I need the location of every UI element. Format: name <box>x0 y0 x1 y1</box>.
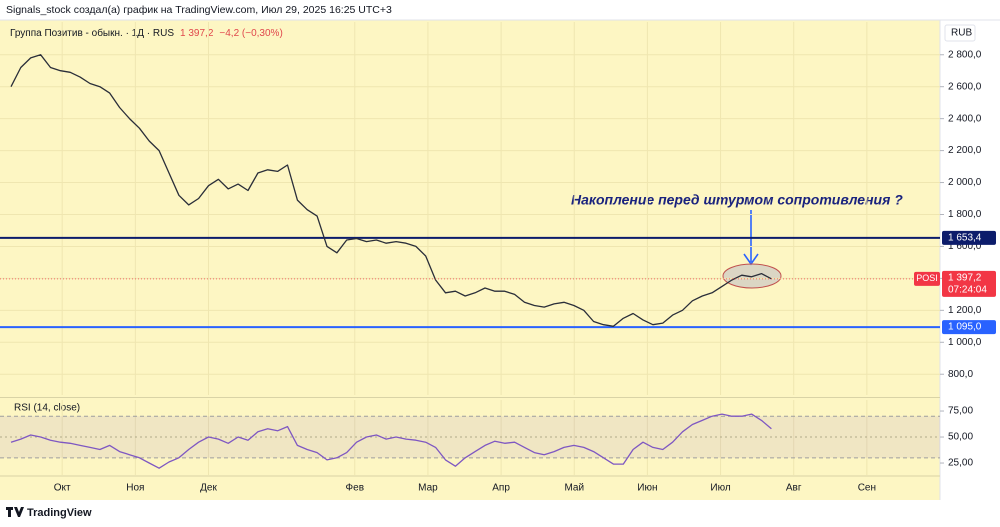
y-tick-label: 800,0 <box>948 369 973 380</box>
legend: Группа Позитив - обыкн. · 1Д · RUS 1 397,… <box>10 27 283 39</box>
level-label-box <box>942 230 996 245</box>
y-tick-label: 1 800,0 <box>948 209 982 220</box>
y-tick-label: 50,00 <box>948 432 973 443</box>
y-tick-label: 1 600,0 <box>948 241 982 252</box>
rsi-title: RSI (14, close) <box>14 403 80 414</box>
legend-change: −4,2 (−0,30%) <box>219 28 282 39</box>
series-line <box>10 413 772 469</box>
x-tick-label: Ноя <box>126 483 144 494</box>
x-tick-label: Сен <box>858 483 876 494</box>
footer-logo <box>6 507 24 517</box>
x-tick-label: Май <box>564 483 584 494</box>
annotation: Накопление перед штурмом сопротивления ? <box>571 192 903 208</box>
x-tick-label: Июн <box>637 483 657 494</box>
symbol-label: POSI <box>916 273 938 283</box>
legend-last: 1 397,2 <box>180 28 214 39</box>
header: Signals_stock создал(а) график на Tradin… <box>6 4 392 16</box>
level-label: 1 653,4 <box>948 233 982 244</box>
legend-title: Группа Позитив - обыкн. · 1Д · RUS <box>10 27 174 39</box>
x-tick-label: Июл <box>710 483 730 494</box>
x-tick-label: Дек <box>200 483 217 494</box>
symbol-box <box>914 271 940 286</box>
y-tick-label: 1 000,0 <box>948 337 982 348</box>
x-tick-label: Фев <box>346 483 364 494</box>
currency: RUB <box>951 28 972 39</box>
y-tick-label: 2 600,0 <box>948 81 982 92</box>
y-tick-label: 75,00 <box>948 406 973 417</box>
countdown-label: 07:24:04 <box>948 284 987 295</box>
y-tick-label: 1 200,0 <box>948 305 982 316</box>
x-tick-label: Апр <box>492 483 510 494</box>
y-tick-label: 25,00 <box>948 458 973 469</box>
price-axis-background <box>940 20 1000 500</box>
y-tick-label: 2 400,0 <box>948 113 982 124</box>
y-tick-label: 2 200,0 <box>948 145 982 156</box>
series-line <box>10 54 772 327</box>
y-tick-label: 2 800,0 <box>948 49 982 60</box>
x-tick-label: Окт <box>54 483 71 494</box>
x-tick-label: Мар <box>418 483 438 494</box>
plot-background <box>0 20 940 500</box>
level-label: 1 095,0 <box>948 322 982 333</box>
last-price-box <box>942 270 996 297</box>
y-tick-label: 2 000,0 <box>948 177 982 188</box>
currency-box <box>944 24 976 42</box>
last-price-label: 1 397,2 <box>948 272 982 283</box>
x-tick-label: Авг <box>786 483 802 494</box>
logo-mark <box>6 507 24 517</box>
footer: TradingView <box>27 507 92 519</box>
level-label-box <box>942 320 996 335</box>
